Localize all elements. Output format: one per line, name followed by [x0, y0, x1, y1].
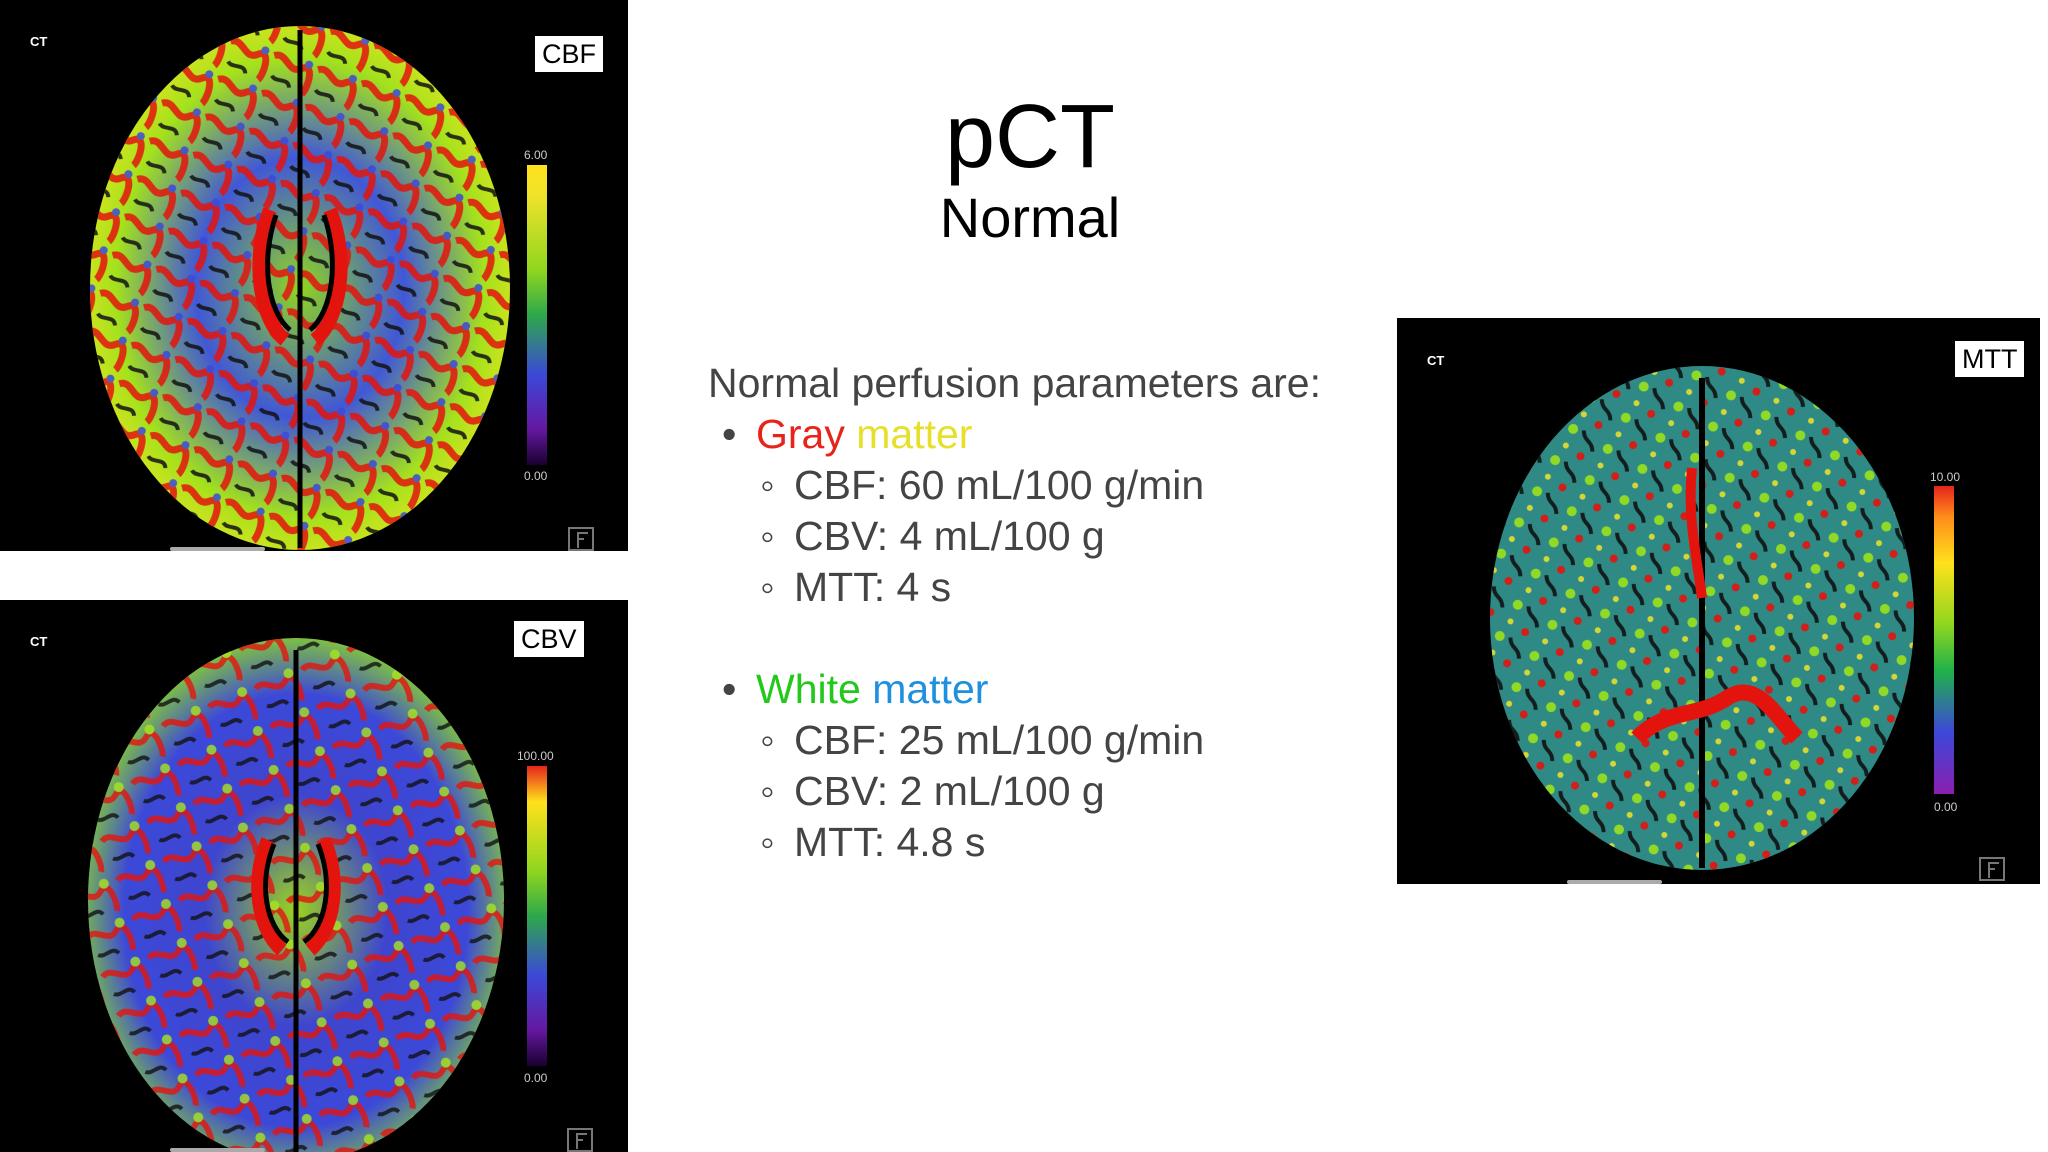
white-matter-heading: White matter	[718, 664, 1348, 715]
white-word: White	[756, 666, 861, 712]
orientation-icon	[1979, 857, 2005, 881]
cbf-brain-map	[90, 26, 510, 550]
mtt-brain-map	[1490, 366, 1914, 870]
list-item: CBV: 4 mL/100 g	[756, 511, 1348, 562]
perfusion-parameters-text: Normal perfusion parameters are: Gray ma…	[708, 358, 1348, 868]
ct-modality-tag: CT	[30, 634, 48, 649]
mtt-scale-max: 10.00	[1930, 470, 1961, 484]
cbv-map-label: CBV	[513, 620, 585, 659]
scroll-tab[interactable]	[170, 1148, 265, 1152]
mtt-map-panel: CT MTT 10.00 0.00	[1397, 318, 2040, 884]
gray-matter-heading: Gray matter	[718, 409, 1348, 460]
cbf-map-label: CBF	[534, 35, 604, 74]
ct-modality-tag: CT	[1427, 353, 1445, 368]
cbf-scale-min: 0.00	[524, 469, 548, 483]
mtt-map-label: MTT	[1954, 340, 2026, 379]
slide-subtitle: Normal	[939, 186, 1121, 249]
scroll-tab[interactable]	[1567, 880, 1662, 884]
cbv-map-panel: CT CBV 100.00 0.00	[0, 600, 628, 1152]
cbf-colorbar	[527, 165, 547, 465]
list-item: CBV: 2 mL/100 g	[756, 766, 1348, 817]
scroll-tab[interactable]	[170, 547, 265, 551]
orientation-icon	[567, 1128, 593, 1152]
cbv-scale-max: 100.00	[517, 749, 554, 763]
cbv-colorbar	[527, 766, 547, 1066]
gray-word: Gray	[756, 411, 845, 457]
mtt-scale-min: 0.00	[1934, 800, 1958, 814]
matter-word: matter	[872, 666, 989, 712]
list-item: MTT: 4 s	[756, 562, 1348, 613]
list-item: MTT: 4.8 s	[756, 817, 1348, 868]
ct-modality-tag: CT	[30, 34, 48, 49]
intro-text: Normal perfusion parameters are:	[708, 360, 1321, 406]
cbf-map-panel: CT CBF 6.00 0.00	[0, 0, 628, 551]
cbv-brain-map	[88, 638, 504, 1152]
mtt-colorbar	[1934, 486, 1954, 794]
matter-word: matter	[856, 411, 973, 457]
list-item: CBF: 60 mL/100 g/min	[756, 460, 1348, 511]
slide-title: pCT	[944, 87, 1116, 187]
cbf-scale-max: 6.00	[524, 148, 548, 162]
orientation-icon	[568, 527, 594, 551]
cbv-scale-min: 0.00	[524, 1071, 548, 1085]
list-item: CBF: 25 mL/100 g/min	[756, 715, 1348, 766]
